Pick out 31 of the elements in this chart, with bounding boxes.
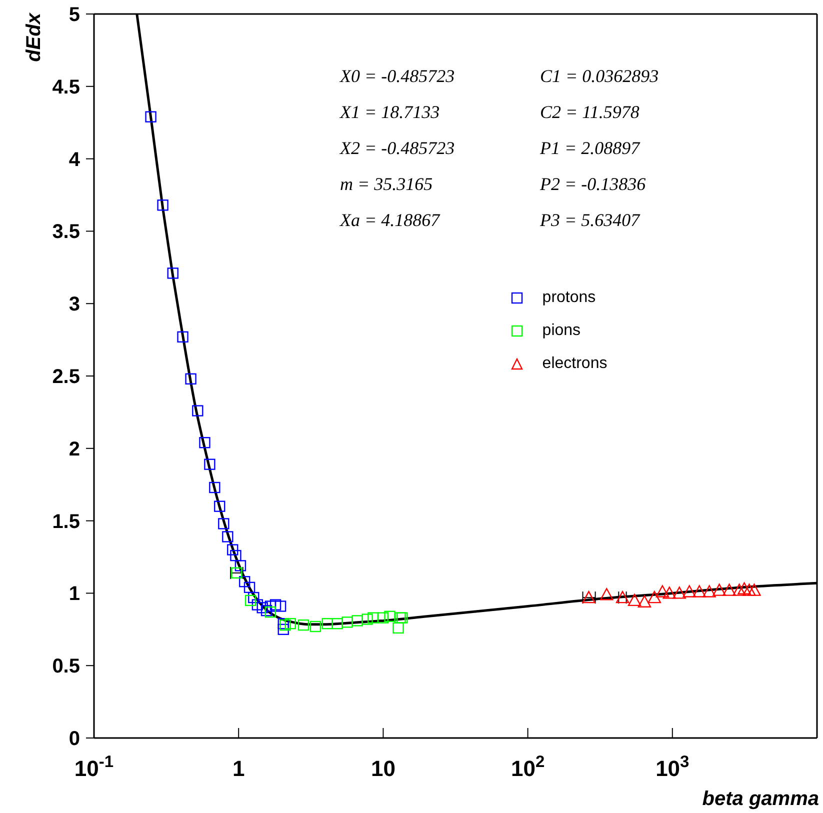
y-tick-label: 2 (68, 438, 80, 460)
legend-label: pions (542, 322, 581, 340)
x-tick-label: 10$^{2}$ (510, 753, 545, 781)
y-tick-label: 0 (68, 728, 80, 750)
y-tick-label: 4.5 (52, 76, 80, 98)
x-tick-label: 10$^{-1}$ (74, 753, 114, 781)
annotation: X2 = -0.485723 (339, 138, 455, 158)
annotation: C1 = 0.0362893 (540, 66, 659, 86)
x-tick-label: 1 (232, 756, 245, 781)
annotation: X1 = 18.7133 (339, 102, 440, 122)
x-tick-label: 10 (370, 756, 396, 781)
y-tick-label: 1 (68, 583, 80, 606)
y-tick-label: 1.5 (52, 510, 80, 533)
y-tick-label: 2.5 (52, 366, 80, 388)
annotation: m = 35.3165 (340, 174, 433, 194)
legend-label: electrons (542, 354, 608, 373)
y-axis-title: dEdx (23, 12, 45, 62)
annotation: Xa = 4.18867 (339, 210, 441, 230)
annotation: P1 = 2.08897 (539, 138, 641, 158)
x-axis-title: beta gamma (702, 788, 819, 810)
annotation: P3 = 5.63407 (539, 210, 641, 230)
x-tick-label: 10$^{3}$ (656, 753, 690, 781)
y-tick-label: 5 (68, 4, 80, 26)
y-tick-label: 3.5 (52, 221, 80, 244)
annotation: P2 = -0.13836 (539, 174, 646, 194)
annotation: C2 = 11.5978 (540, 102, 640, 122)
y-tick-label: 3 (68, 294, 80, 316)
y-tick-label: 0.5 (52, 656, 80, 678)
y-tick-label: 4 (68, 148, 81, 171)
legend-label: protons (542, 288, 596, 307)
annotation: X0 = -0.485723 (339, 66, 455, 86)
